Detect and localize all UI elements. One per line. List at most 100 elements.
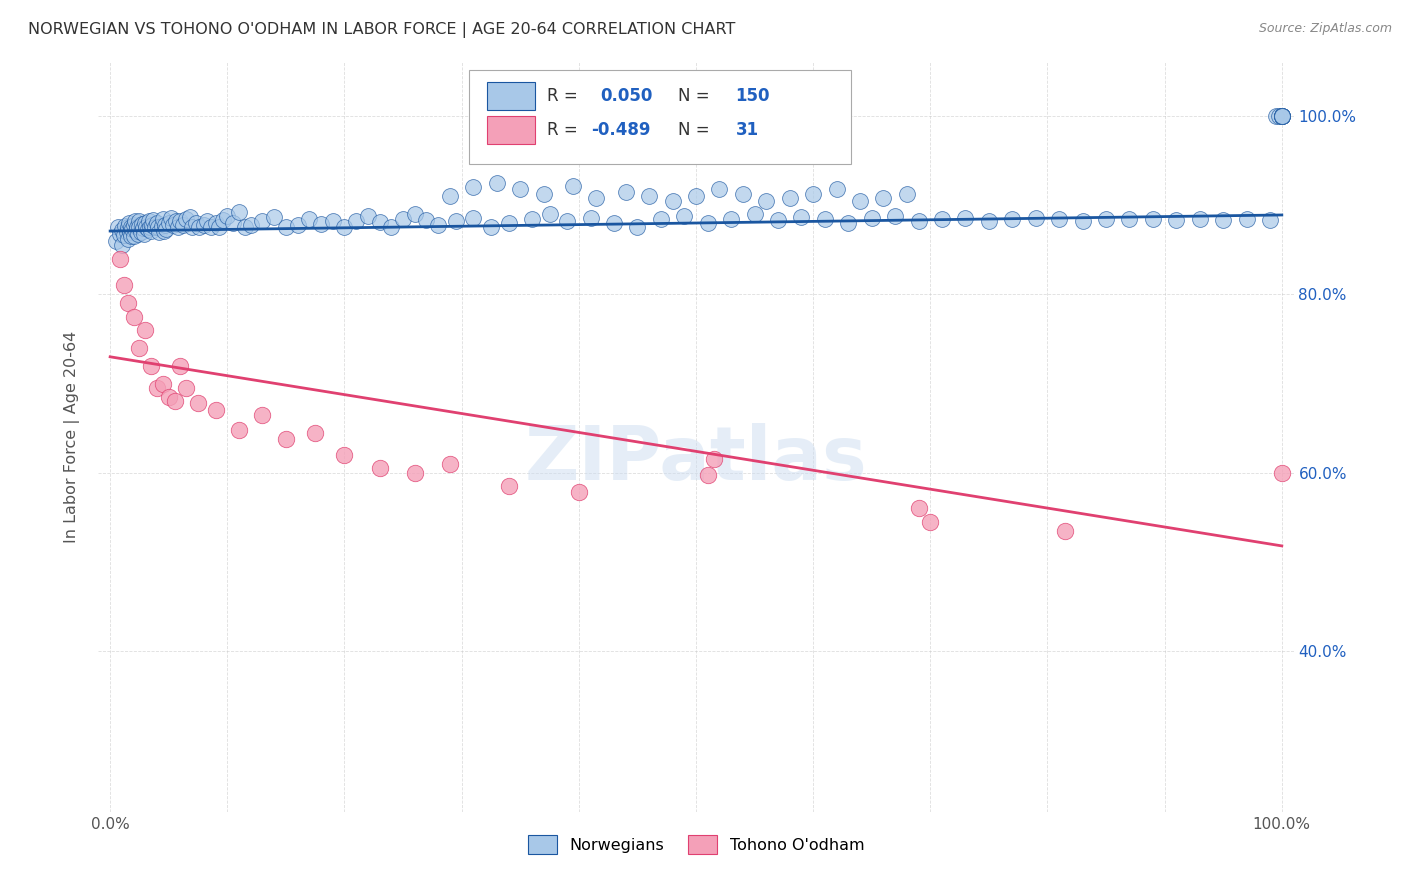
- Point: [204, 216, 226, 230]
- Point: [127, 219, 149, 234]
- Point: [380, 220, 402, 235]
- Point: [744, 207, 766, 221]
- Point: [801, 187, 824, 202]
- Point: [1025, 211, 1047, 225]
- Point: [439, 457, 461, 471]
- Point: [108, 227, 131, 241]
- Point: [228, 205, 250, 219]
- Point: [181, 219, 204, 234]
- Point: [1271, 109, 1294, 123]
- Point: [427, 218, 450, 232]
- Point: [755, 194, 778, 208]
- Text: R =: R =: [547, 121, 582, 139]
- Point: [131, 217, 153, 231]
- Point: [333, 219, 356, 234]
- Point: [141, 359, 163, 373]
- Point: [193, 218, 215, 232]
- Point: [485, 176, 508, 190]
- Point: [1271, 109, 1294, 123]
- Point: [568, 485, 591, 500]
- Point: [1271, 109, 1294, 123]
- Point: [108, 252, 131, 266]
- Point: [120, 225, 141, 239]
- Point: [322, 214, 344, 228]
- Point: [498, 479, 520, 493]
- Point: [211, 213, 233, 227]
- Point: [125, 224, 148, 238]
- Point: [107, 220, 129, 235]
- Point: [907, 501, 929, 516]
- Point: [155, 222, 177, 236]
- Point: [105, 234, 128, 248]
- Point: [931, 212, 953, 227]
- Point: [120, 220, 142, 235]
- Point: [163, 394, 186, 409]
- Point: [344, 214, 367, 228]
- Point: [555, 214, 578, 228]
- Point: [498, 216, 520, 230]
- Point: [169, 214, 191, 228]
- Point: [204, 403, 226, 417]
- Point: [117, 296, 139, 310]
- Point: [603, 216, 626, 230]
- Point: [1071, 214, 1094, 228]
- Point: [252, 214, 274, 228]
- Point: [122, 229, 145, 244]
- Point: [157, 390, 180, 404]
- Point: [228, 423, 250, 437]
- Point: [274, 220, 297, 235]
- Text: -0.489: -0.489: [591, 121, 651, 139]
- Point: [661, 194, 683, 208]
- Point: [117, 232, 139, 246]
- Point: [200, 220, 222, 235]
- Point: [896, 187, 918, 202]
- Point: [920, 515, 942, 529]
- Y-axis label: In Labor Force | Age 20-64: In Labor Force | Age 20-64: [63, 331, 80, 543]
- Point: [124, 214, 146, 228]
- Point: [111, 223, 134, 237]
- Point: [309, 217, 332, 231]
- Point: [114, 219, 136, 233]
- Point: [304, 425, 326, 440]
- Point: [128, 220, 150, 235]
- Point: [121, 222, 143, 236]
- Point: [1265, 109, 1288, 123]
- Point: [152, 212, 174, 227]
- Point: [731, 187, 754, 202]
- Point: [392, 212, 415, 227]
- Point: [122, 310, 145, 324]
- Point: [128, 341, 150, 355]
- Point: [1271, 109, 1294, 123]
- Point: [287, 218, 309, 232]
- FancyBboxPatch shape: [470, 70, 852, 163]
- Point: [696, 468, 718, 483]
- Point: [128, 214, 150, 228]
- Point: [217, 209, 239, 223]
- Point: [562, 178, 585, 193]
- Point: [357, 209, 380, 223]
- Point: [134, 323, 156, 337]
- Point: [696, 216, 718, 230]
- Point: [132, 221, 155, 235]
- Point: [703, 452, 725, 467]
- Point: [122, 218, 145, 232]
- Point: [222, 216, 245, 230]
- Point: [146, 216, 169, 230]
- Text: N =: N =: [678, 87, 714, 105]
- Point: [538, 207, 561, 221]
- Point: [837, 216, 859, 230]
- Point: [274, 432, 297, 446]
- Point: [404, 466, 426, 480]
- Point: [907, 214, 929, 228]
- Point: [1258, 213, 1281, 227]
- Point: [479, 219, 502, 234]
- Point: [111, 238, 134, 252]
- Point: [143, 219, 166, 234]
- Point: [333, 448, 356, 462]
- Point: [439, 189, 461, 203]
- Point: [298, 211, 321, 226]
- Point: [368, 461, 391, 475]
- Point: [520, 212, 543, 227]
- Point: [579, 211, 602, 225]
- Text: Source: ZipAtlas.com: Source: ZipAtlas.com: [1258, 22, 1392, 36]
